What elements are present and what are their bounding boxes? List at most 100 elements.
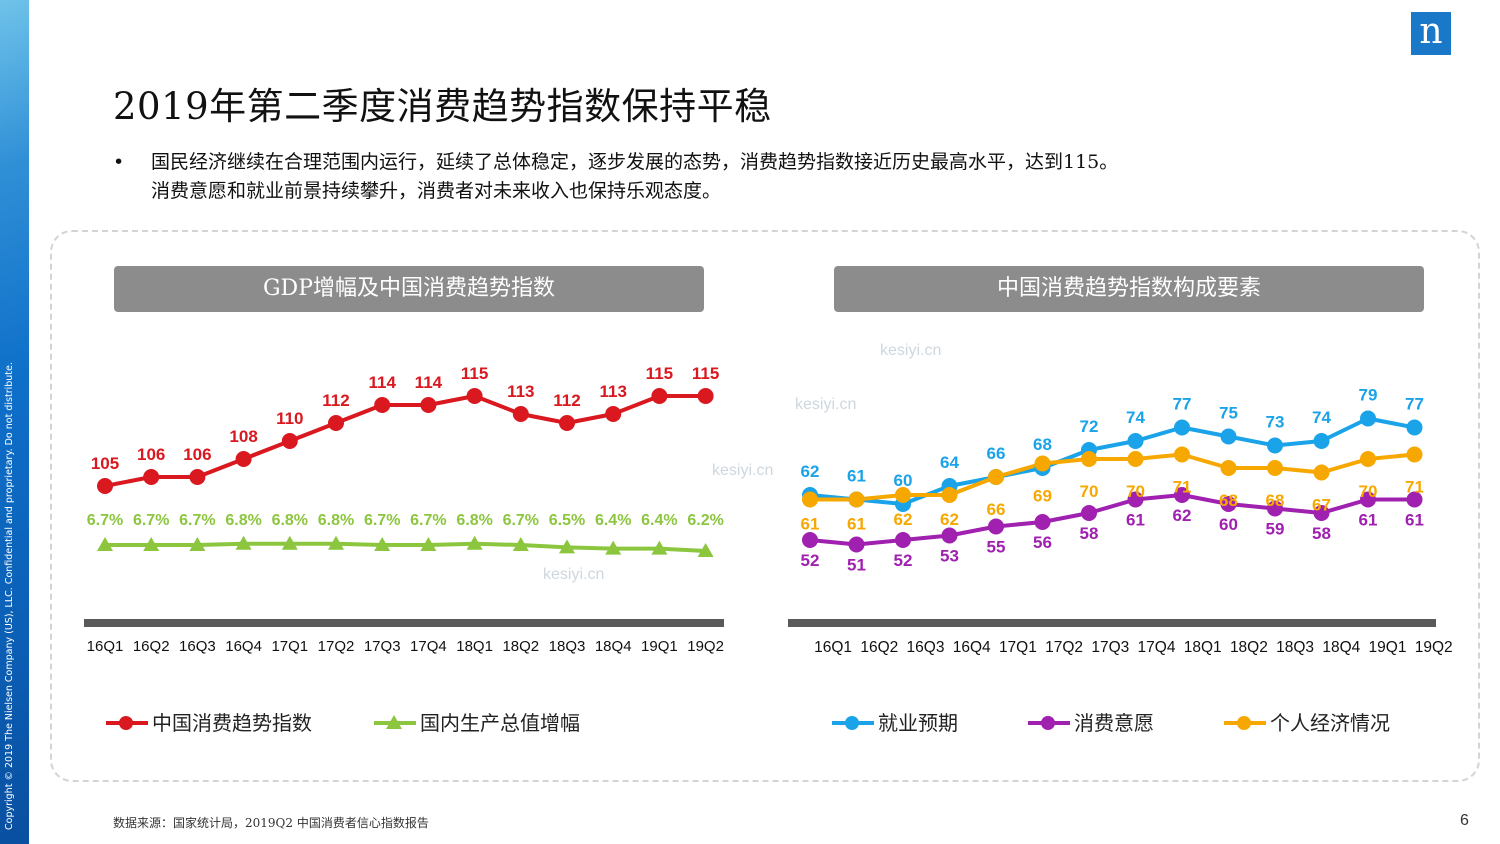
right-series-2-point-16Q2 xyxy=(848,491,865,508)
gdp-point-17Q4 xyxy=(420,537,437,551)
gdp-point-19Q2 xyxy=(697,543,714,557)
right-series-0-point-17Q4 xyxy=(1127,433,1144,449)
consumer-index-label-19Q2: 115 xyxy=(692,364,719,383)
gdp-point-18Q1 xyxy=(466,535,483,550)
gdp-label-19Q1: 6.4% xyxy=(641,512,677,529)
watermark-2: kesiyi.cn xyxy=(795,396,857,413)
legend-blue-circle-icon xyxy=(832,716,874,730)
right-x-tick-17Q4: 17Q4 xyxy=(1138,639,1176,656)
page-number: 6 xyxy=(1460,812,1469,829)
consumer-index-point-18Q3 xyxy=(559,415,575,431)
right-series-1-label-18Q2: 60 xyxy=(1219,515,1238,534)
watermark-1: kesiyi.cn xyxy=(880,342,942,359)
consumer-index-label-16Q3: 106 xyxy=(183,445,211,464)
gdp-label-18Q2: 6.7% xyxy=(503,512,539,529)
right-series-1-label-17Q2: 56 xyxy=(1033,533,1052,552)
left-x-tick-17Q4: 17Q4 xyxy=(410,638,447,655)
right-series-1-point-16Q1 xyxy=(802,532,818,548)
bullet-line-1: 国民经济继续在合理范围内运行，延续了总体稳定，逐步发展的态势，消费趋势指数接近历… xyxy=(151,151,1119,173)
right-series-0-point-19Q2 xyxy=(1406,419,1423,436)
left-x-tick-17Q2: 17Q2 xyxy=(318,638,355,655)
right-series-1-point-18Q2 xyxy=(1220,496,1237,512)
consumer-index-label-19Q1: 115 xyxy=(646,364,673,383)
right-series-1-point-17Q1 xyxy=(988,518,1004,535)
gdp-label-16Q4: 6.8% xyxy=(225,512,261,529)
consumer-index-point-17Q4 xyxy=(420,397,437,413)
right-series-2-point-17Q4 xyxy=(1127,451,1144,467)
right-series-2-point-19Q1 xyxy=(1360,451,1376,467)
right-legend: 就业预期 消费意愿 个人经济情况 xyxy=(830,708,1430,738)
gdp-label-17Q2: 6.8% xyxy=(318,512,354,529)
right-series-2-point-19Q2 xyxy=(1406,446,1423,463)
gdp-line xyxy=(105,541,706,553)
legend-purple-circle-icon xyxy=(1028,716,1070,730)
left-x-tick-16Q4: 16Q4 xyxy=(225,638,262,655)
gdp-point-19Q1 xyxy=(651,540,668,555)
right-series-0-label-16Q4: 64 xyxy=(940,453,959,472)
right-series-2-point-17Q1 xyxy=(988,469,1004,485)
right-series-1-point-16Q4 xyxy=(941,527,958,544)
right-x-tick-18Q2: 18Q2 xyxy=(1230,639,1268,656)
legend-green-triangle-icon xyxy=(374,715,416,729)
right-series-1-point-18Q3 xyxy=(1267,500,1283,517)
legend-label-employment: 就业预期 xyxy=(878,711,958,735)
bullet-text: 国民经济继续在合理范围内运行，延续了总体稳定，逐步发展的态势，消费趋势指数接近历… xyxy=(151,148,1431,206)
right-series-2-point-16Q3 xyxy=(895,487,911,503)
right-series-2-label-19Q1: 70 xyxy=(1359,482,1378,501)
right-series-0-point-18Q1 xyxy=(1174,419,1190,436)
right-series-0-label-18Q2: 75 xyxy=(1219,404,1238,423)
consumer-index-label-16Q4: 108 xyxy=(229,427,257,446)
right-series-2-point-16Q4 xyxy=(941,487,958,503)
right-series-2-point-18Q4 xyxy=(1313,464,1330,481)
right-series-2-point-17Q3 xyxy=(1081,451,1097,467)
right-series-0-label-16Q1: 62 xyxy=(801,462,820,481)
right-series-0-label-17Q4: 74 xyxy=(1126,408,1145,427)
left-x-tick-18Q1: 18Q1 xyxy=(456,638,493,655)
consumer-index-label-16Q2: 106 xyxy=(137,445,165,464)
right-series-2-label-16Q1: 61 xyxy=(801,515,820,534)
gdp-label-19Q2: 6.2% xyxy=(687,512,723,529)
legend-label-personal-finance: 个人经济情况 xyxy=(1270,711,1390,735)
right-series-1-label-19Q2: 61 xyxy=(1405,511,1424,530)
right-series-2-label-17Q2: 69 xyxy=(1033,487,1052,506)
watermark-4: kesiyi.cn xyxy=(543,566,605,583)
data-source: 数据来源：国家统计局，2019Q2 中国消费者信心指数报告 xyxy=(113,816,429,830)
bullet-line-2: 消费意愿和就业前景持续攀升，消费者对未来收入也保持乐观态度。 xyxy=(151,180,722,202)
right-series-1-label-18Q1: 62 xyxy=(1173,506,1192,525)
gdp-label-17Q1: 6.8% xyxy=(272,512,308,529)
left-chart-title: GDP增幅及中国消费趋势指数 xyxy=(114,266,704,312)
right-series-1-label-19Q1: 61 xyxy=(1359,511,1378,530)
gdp-point-16Q3 xyxy=(189,537,206,551)
legend-label-spending: 消费意愿 xyxy=(1074,711,1154,735)
right-series-1-label-17Q3: 58 xyxy=(1080,524,1099,543)
consumer-index-point-18Q2 xyxy=(512,406,529,422)
left-x-tick-17Q3: 17Q3 xyxy=(364,638,401,655)
right-x-tick-18Q4: 18Q4 xyxy=(1322,639,1360,656)
left-x-tick-16Q1: 16Q1 xyxy=(87,638,124,655)
right-x-tick-17Q2: 17Q2 xyxy=(1045,639,1083,656)
right-series-2-label-18Q3: 68 xyxy=(1266,491,1285,510)
consumer-index-point-18Q4 xyxy=(605,406,622,422)
right-series-0-label-17Q1: 66 xyxy=(987,444,1006,463)
gdp-point-18Q3 xyxy=(559,539,575,554)
right-series-1-point-17Q4 xyxy=(1127,491,1144,508)
right-series-0-label-17Q2: 68 xyxy=(1033,435,1052,454)
consumer-index-point-16Q4 xyxy=(235,451,252,467)
right-series-2-label-16Q3: 62 xyxy=(894,510,913,529)
consumer-index-point-19Q1 xyxy=(651,388,668,404)
consumer-index-point-19Q2 xyxy=(697,388,714,404)
gdp-label-16Q2: 6.7% xyxy=(133,512,169,529)
consumer-index-point-16Q1 xyxy=(97,478,113,494)
right-series-2-label-18Q2: 68 xyxy=(1219,491,1238,510)
right-series-0-label-18Q3: 73 xyxy=(1266,413,1285,432)
right-x-tick-16Q4: 16Q4 xyxy=(953,639,991,656)
consumer-index-label-17Q1: 110 xyxy=(276,409,303,428)
right-series-0-point-18Q3 xyxy=(1267,437,1283,454)
gdp-point-16Q1 xyxy=(97,537,113,551)
legend-orange-circle-icon xyxy=(1224,716,1266,730)
right-series-2-label-16Q2: 61 xyxy=(847,515,866,534)
right-x-tick-19Q2: 19Q2 xyxy=(1415,639,1453,656)
left-x-tick-19Q1: 19Q1 xyxy=(641,638,678,655)
right-x-tick-16Q1: 16Q1 xyxy=(814,639,852,656)
